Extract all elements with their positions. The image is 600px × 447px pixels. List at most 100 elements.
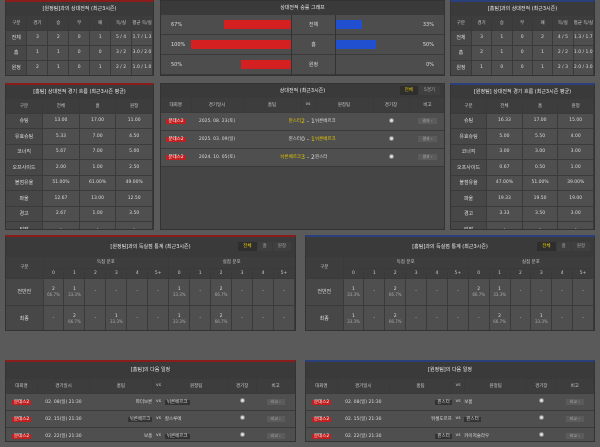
result-button[interactable]: 결과 ›	[418, 136, 437, 142]
away-team[interactable]: 뮌스터	[315, 148, 373, 167]
stadium-icon[interactable]	[388, 135, 394, 141]
vs-label: vs	[451, 410, 465, 428]
right-bar	[336, 20, 363, 29]
cell-value: 5.50	[522, 128, 559, 145]
compare-button[interactable]: 비교 ›	[266, 398, 285, 405]
stadium-icon[interactable]	[538, 398, 544, 403]
count: -	[582, 289, 584, 294]
league-badge[interactable]: 분데스2	[311, 399, 332, 405]
league-badge[interactable]: 분데스2	[311, 433, 332, 439]
tab-all[interactable]: 전체	[238, 242, 257, 251]
tab-all[interactable]: 전체	[399, 86, 418, 95]
away-team[interactable]: 뮌스터	[464, 416, 481, 422]
row-label: 홈	[451, 45, 472, 61]
home-team[interactable]: 보훔	[144, 433, 153, 439]
count: -	[262, 316, 264, 321]
away-team[interactable]: 카이저슬라우	[464, 433, 490, 439]
away-team[interactable]: 보훔	[464, 399, 473, 405]
table-row: 슈팅 16.33 17.00 15.00	[451, 113, 594, 129]
column-header: 대회명	[306, 379, 338, 394]
stadium-icon[interactable]	[239, 415, 245, 420]
vs-label: vs	[152, 410, 165, 428]
header-row: 구분 전체 홈 원정	[6, 99, 153, 114]
row-label: 슈팅	[6, 113, 44, 129]
tab-5-games[interactable]: 5경기	[418, 86, 440, 95]
cell-value: -	[273, 305, 295, 330]
home-team[interactable]: 뮌스터	[435, 399, 452, 405]
league-badge[interactable]: 분데스2	[12, 433, 32, 439]
count: -	[373, 316, 376, 321]
home-team[interactable]: 뒤셀도르프	[431, 416, 452, 422]
away-team[interactable]: 칼스루에	[164, 416, 182, 422]
left-bar-track	[191, 20, 291, 29]
result-button[interactable]: 결과 ›	[418, 154, 437, 160]
away-team[interactable]: 뉘른베르크	[164, 399, 190, 405]
away-team[interactable]: 뉘른베르크	[315, 130, 373, 149]
cell-value: 1.3 / 1.7	[573, 30, 594, 46]
percent: 66.7%	[388, 291, 402, 297]
table-row: 전체 3 2 0 1 5 / 4 1.7 / 1.3	[6, 30, 153, 46]
count: 2	[219, 313, 223, 319]
schedule-row: 분데스2 02. 08(일) 21:30 파더보른 vs 뉘른베르크 비교 ›	[6, 393, 295, 411]
column-header: 구분	[451, 16, 472, 31]
league-badge[interactable]: 분데스2	[12, 399, 32, 405]
cell-value: 2 66.7%	[210, 278, 233, 306]
league-badge[interactable]: 분데스2	[166, 119, 186, 124]
compare-button[interactable]: 비교 ›	[266, 415, 285, 422]
table-row: 슈팅 13.00 17.00 11.00	[6, 113, 153, 129]
cell-value: 2 / 3	[552, 60, 574, 75]
count: -	[52, 316, 55, 321]
home-team[interactable]: 뮌스터	[243, 130, 301, 149]
compare-button[interactable]: 비교 ›	[565, 432, 584, 439]
right-bar-track	[336, 60, 416, 69]
stadium-icon[interactable]	[239, 432, 245, 437]
cell-value: 3	[26, 30, 49, 46]
cell-value: -	[252, 305, 274, 330]
count: 1	[352, 313, 355, 319]
right-percent: 0%	[426, 61, 434, 68]
tab-home[interactable]: 홈	[556, 242, 571, 251]
count: -	[373, 289, 376, 294]
home-team[interactable]: 파더보른	[135, 399, 153, 405]
h2h-home-panel: [홈팀]과의 상대전적 (최근3시즌) 구분 경기 승 무 패 득/실 평균 득/실 전체 3 1 0…	[450, 0, 595, 76]
league-badge[interactable]: 분데스2	[12, 416, 32, 422]
panel-title: [홈팀] 상대전적 경기 흐름 (최근3시즌 평균)	[6, 85, 153, 99]
home-team[interactable]: 뉘른베르크	[243, 148, 301, 167]
away-team-cell: 뮌스터	[464, 410, 527, 428]
compare-button[interactable]: 비교 ›	[565, 415, 584, 422]
column-header: 경기장	[373, 98, 410, 113]
stadium-icon[interactable]	[239, 398, 245, 403]
count: -	[157, 316, 160, 321]
home-team[interactable]: 뉘른베르크	[127, 416, 153, 422]
home-team-cell: 뒤셀도르프	[389, 410, 452, 428]
tab-home[interactable]: 홈	[257, 242, 272, 251]
cell-value: 1 33.3%	[489, 278, 511, 306]
count: -	[415, 316, 417, 321]
column-header: 구분	[6, 16, 28, 31]
cell-value: 11.00	[115, 113, 153, 129]
tab-all[interactable]: 전체	[537, 242, 556, 251]
home-team[interactable]: 뮌스터	[435, 433, 452, 439]
cell-value: -	[447, 305, 469, 330]
result-button[interactable]: 결과 ›	[418, 118, 437, 124]
away-score: 1	[310, 135, 315, 143]
compare-button[interactable]: 비교 ›	[266, 432, 285, 439]
cell-value: -	[572, 278, 594, 306]
home-team[interactable]: 뮌스터	[243, 112, 301, 131]
cell-value: 0.67	[486, 159, 523, 176]
away-team[interactable]: 뉘른베르크	[164, 433, 190, 439]
compare-button[interactable]: 비교 ›	[565, 398, 584, 405]
match-row: 분데스2 2025. 03. 09(일) 뮌스터 0 - 1 뉘른베르크 결과 ›	[161, 130, 444, 149]
stadium-icon[interactable]	[388, 117, 394, 123]
stadium-icon[interactable]	[388, 153, 394, 159]
tab-away[interactable]: 원정	[571, 242, 590, 251]
league-badge[interactable]: 분데스2	[166, 137, 186, 142]
tab-away[interactable]: 원정	[272, 242, 291, 251]
stadium-icon[interactable]	[538, 432, 544, 437]
count: -	[157, 289, 160, 294]
stadium-icon[interactable]	[538, 415, 544, 420]
league-badge[interactable]: 분데스2	[311, 416, 332, 422]
row-label: 슈팅	[451, 113, 488, 129]
league-badge[interactable]: 분데스2	[166, 155, 186, 160]
away-team[interactable]: 뉘른베르크	[315, 112, 373, 131]
